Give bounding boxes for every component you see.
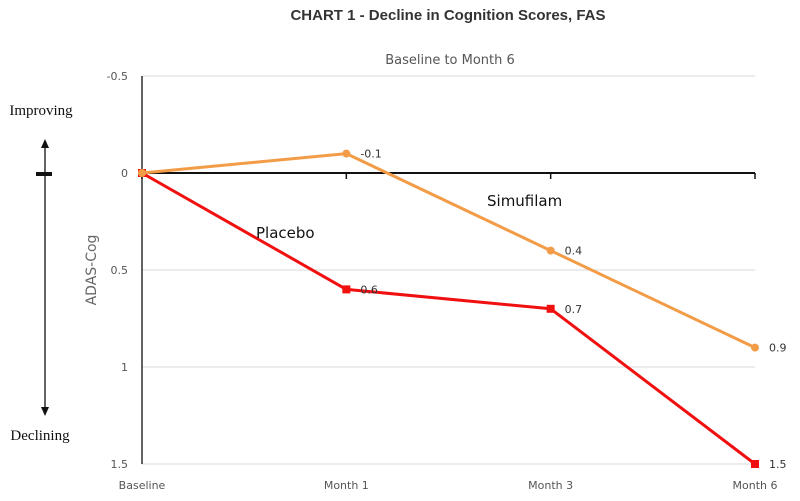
data-label-simufilam: -0.1 <box>360 148 381 161</box>
y-tick-label: 0.5 <box>111 264 129 277</box>
data-point-simufilam <box>546 246 555 255</box>
data-point-placebo <box>546 304 555 313</box>
x-tick-label: Month 1 <box>324 479 369 492</box>
chart-subtitle: Baseline to Month 6 <box>385 53 515 68</box>
data-point-simufilam <box>751 343 759 352</box>
chart-title: CHART 1 - Decline in Cognition Scores, F… <box>290 7 605 24</box>
y-tick-label: 1.5 <box>111 458 129 471</box>
x-tick-label: Month 3 <box>528 479 573 492</box>
declining-label: Declining <box>10 428 70 444</box>
y-tick-label: 1 <box>121 361 128 374</box>
y-tick-label: -0.5 <box>107 70 128 83</box>
data-label-simufilam: 0.9 <box>769 342 787 355</box>
series-line-placebo <box>141 171 756 466</box>
improving-label: Improving <box>9 103 73 119</box>
x-tick-label: Baseline <box>119 479 166 492</box>
data-point-placebo <box>342 285 351 294</box>
x-tick-label: Month 6 <box>733 479 778 492</box>
direction-arrow <box>36 139 52 416</box>
data-label-placebo: 1.5 <box>769 458 787 471</box>
data-point-simufilam <box>342 149 351 158</box>
data-point-placebo <box>751 460 759 468</box>
data-label-placebo: 0.6 <box>360 283 378 296</box>
y-tick-label: 0 <box>121 167 128 180</box>
data-point-simufilam <box>138 169 146 177</box>
data-label-placebo: 0.7 <box>565 303 583 316</box>
y-axis-label: ADAS-Cog <box>84 235 100 306</box>
series-label-placebo: Placebo <box>256 224 315 242</box>
data-label-simufilam: 0.4 <box>565 245 583 258</box>
series-line-simufilam <box>141 152 756 349</box>
series-label-simufilam: Simufilam <box>487 192 562 210</box>
